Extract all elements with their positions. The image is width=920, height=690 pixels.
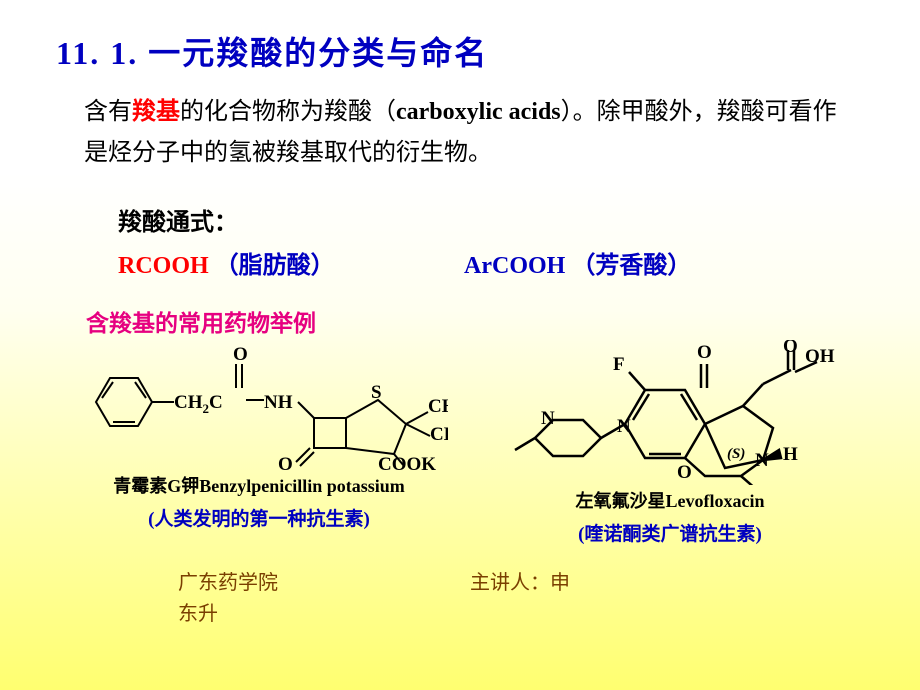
formula-2b: （芳香酸） [571, 253, 691, 279]
penicillin-note: (人类发明的第一种抗生素) [78, 504, 440, 531]
levofloxacin-structure: F O O OH N N N O H (S) [505, 340, 835, 485]
footer-row: 广东药学院 主讲人：申 [0, 546, 920, 595]
svg-text:N: N [617, 416, 631, 437]
svg-text:O: O [677, 462, 692, 483]
svg-text:O: O [783, 340, 798, 357]
formula-2a: ArCOOH [464, 253, 565, 279]
para-seg1: 含有 [84, 99, 132, 125]
title-number: 11. 1. [56, 35, 138, 71]
molecule-row: O CH2C NH O S CH3 CH3 COOK 青霉素G钾Benzylpe… [0, 338, 920, 546]
levofloxacin-name: 左氧氟沙星Levofloxacin [480, 487, 860, 513]
para-seg2: 的化合物称为羧酸（ [180, 99, 396, 125]
molecule-penicillin: O CH2C NH O S CH3 CH3 COOK 青霉素G钾Benzylpe… [0, 340, 440, 546]
svg-text:O: O [233, 344, 248, 365]
formula-row: RCOOH （脂肪酸） ArCOOH （芳香酸） [0, 237, 920, 280]
molecule-levofloxacin: F O O OH N N N O H (S) 左氧氟沙星Levofloxacin… [440, 340, 860, 546]
svg-text:O: O [697, 342, 712, 363]
formula-1a: RCOOH [118, 253, 209, 279]
svg-text:COOK: COOK [378, 454, 436, 470]
svg-text:F: F [613, 354, 625, 375]
penicillin-structure: O CH2C NH O S CH3 CH3 COOK [78, 340, 448, 470]
para-keyword: 羧基 [132, 99, 180, 125]
para-term-en: carboxylic acids [396, 99, 561, 125]
svg-text:N: N [755, 450, 769, 471]
footer-affiliation-2: 东升 [0, 597, 920, 626]
title-text: 一元羧酸的分类与命名 [148, 35, 488, 71]
footer-presenter: 主讲人：申 [470, 566, 570, 595]
levofloxacin-name-en: Levofloxacin [666, 491, 765, 511]
footer-affiliation: 广东药学院 [0, 566, 470, 595]
svg-text:O: O [278, 454, 293, 470]
svg-text:H: H [783, 444, 798, 465]
svg-text:(S): (S) [727, 446, 745, 462]
subheading-2: 含羧基的常用药物举例 [0, 280, 920, 338]
levofloxacin-name-cn: 左氧氟沙星 [576, 491, 666, 511]
svg-text:CH2C: CH2C [174, 392, 223, 416]
formula-1b: （脂肪酸） [215, 253, 335, 279]
levofloxacin-note: (喹诺酮类广谱抗生素) [480, 519, 860, 546]
subheading-1: 羧酸通式： [0, 174, 920, 237]
svg-text:N: N [541, 408, 555, 429]
svg-text:NH: NH [264, 392, 293, 413]
penicillin-name: 青霉素G钾Benzylpenicillin potassium [78, 472, 440, 498]
intro-paragraph: 含有羧基的化合物称为羧酸（carboxylic acids）。除甲酸外，羧酸可看… [0, 74, 920, 174]
penicillin-name-cn: 青霉素G钾 [113, 476, 199, 496]
svg-text:OH: OH [805, 346, 835, 367]
penicillin-name-en: Benzylpenicillin potassium [199, 476, 405, 496]
svg-text:S: S [371, 382, 382, 403]
section-title: 11. 1. 一元羧酸的分类与命名 [0, 0, 920, 74]
